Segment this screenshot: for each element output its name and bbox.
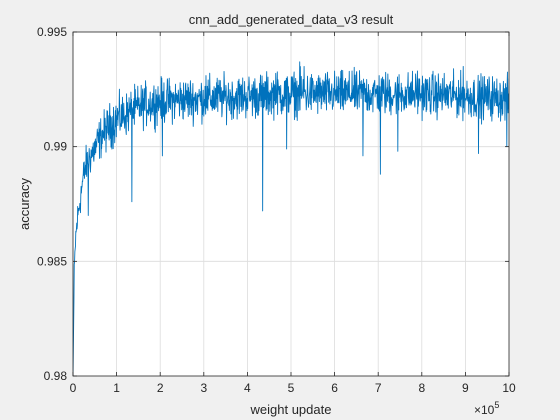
x-tick-label: 1 bbox=[113, 381, 120, 395]
axis-ticks bbox=[72, 31, 510, 377]
x-tick-label: 7 bbox=[375, 381, 382, 395]
y-axis-label: accuracy bbox=[17, 177, 32, 230]
x-tick-label: 2 bbox=[157, 381, 164, 395]
x-exponent-label: ×105 bbox=[474, 400, 499, 417]
y-tick-label: 0.99 bbox=[44, 140, 68, 154]
x-exponent-base: ×10 bbox=[474, 403, 495, 417]
x-exponent-power: 5 bbox=[494, 400, 499, 410]
x-tick-label: 8 bbox=[418, 381, 425, 395]
x-tick-label: 3 bbox=[200, 381, 207, 395]
x-tick-label: 6 bbox=[331, 381, 338, 395]
x-tick-label: 4 bbox=[244, 381, 251, 395]
x-tick-label: 10 bbox=[502, 381, 516, 395]
series-line bbox=[73, 61, 509, 376]
x-tick-label: 9 bbox=[462, 381, 469, 395]
x-tick-label: 0 bbox=[70, 381, 77, 395]
x-tick-labels: 0 1 2 3 4 5 6 7 8 9 10 bbox=[70, 381, 516, 395]
x-axis-label: weight update bbox=[250, 402, 332, 417]
x-tick-label: 5 bbox=[288, 381, 295, 395]
chart-title: cnn_add_generated_data_v3 result bbox=[189, 12, 394, 27]
y-tick-label: 0.995 bbox=[37, 25, 67, 39]
y-tick-label: 0.985 bbox=[37, 254, 67, 268]
y-tick-labels: 0.98 0.985 0.99 0.995 bbox=[37, 25, 67, 383]
plot-clip bbox=[73, 61, 509, 376]
y-tick-label: 0.98 bbox=[44, 369, 68, 383]
